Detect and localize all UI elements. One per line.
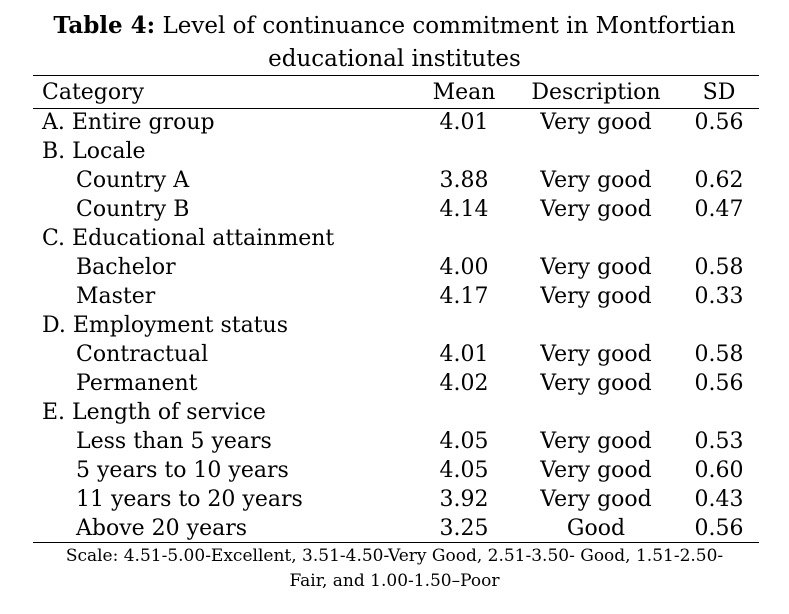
row-category: D. Employment status [42, 313, 288, 338]
table-row: Contractual 4.01 Very good 0.58 [0, 340, 789, 369]
table-header-row: Category Mean Description SD [0, 78, 789, 107]
row-category: E. Length of service [42, 400, 266, 425]
row-mean: 3.92 [439, 487, 489, 512]
row-description: Very good [540, 371, 652, 396]
row-description: Very good [540, 284, 652, 309]
table-row: Country B 4.14 Very good 0.47 [0, 195, 789, 224]
row-category: 11 years to 20 years [76, 487, 303, 512]
row-sd: 0.56 [694, 516, 744, 541]
row-mean: 4.05 [439, 458, 489, 483]
table-title-label: Table 4: [53, 12, 156, 39]
row-category: Master [76, 284, 156, 309]
row-sd: 0.60 [694, 458, 744, 483]
row-category: 5 years to 10 years [76, 458, 289, 483]
row-description: Very good [540, 168, 652, 193]
row-description: Very good [540, 458, 652, 483]
row-mean: 4.14 [439, 197, 489, 222]
row-category: Permanent [76, 371, 198, 396]
table-bottom-rule [33, 542, 759, 543]
table-row: B. Locale [0, 137, 789, 166]
row-description: Very good [540, 429, 652, 454]
row-sd: 0.43 [694, 487, 744, 512]
row-sd: 0.62 [694, 168, 744, 193]
table-row: 5 years to 10 years 4.05 Very good 0.60 [0, 456, 789, 485]
row-sd: 0.47 [694, 197, 744, 222]
row-category: Country A [76, 168, 190, 193]
table-title: Table 4: Level of continuance commitment… [0, 11, 789, 41]
header-description: Description [531, 80, 661, 105]
table-row: C. Educational attainment [0, 224, 789, 253]
row-description: Very good [540, 487, 652, 512]
row-category: C. Educational attainment [42, 226, 335, 251]
row-sd: 0.56 [694, 371, 744, 396]
row-category: A. Entire group [42, 110, 215, 135]
row-category: B. Locale [42, 139, 146, 164]
row-sd: 0.56 [694, 110, 744, 135]
row-sd: 0.58 [694, 255, 744, 280]
table-row: 11 years to 20 years 3.92 Very good 0.43 [0, 485, 789, 514]
table-row: Bachelor 4.00 Very good 0.58 [0, 253, 789, 282]
row-description: Good [566, 516, 626, 541]
table-row: E. Length of service [0, 398, 789, 427]
row-description: Very good [540, 255, 652, 280]
table-row: Master 4.17 Very good 0.33 [0, 282, 789, 311]
table-row: Above 20 years 3.25 Good 0.56 [0, 514, 789, 543]
row-mean: 4.01 [439, 110, 489, 135]
table-row: Less than 5 years 4.05 Very good 0.53 [0, 427, 789, 456]
row-category: Bachelor [76, 255, 176, 280]
row-sd: 0.58 [694, 342, 744, 367]
row-mean: 4.01 [439, 342, 489, 367]
row-description: Very good [540, 342, 652, 367]
row-category: Above 20 years [76, 516, 248, 541]
row-mean: 4.02 [439, 371, 489, 396]
table-row: Country A 3.88 Very good 0.62 [0, 166, 789, 195]
table-row: D. Employment status [0, 311, 789, 340]
row-mean: 4.00 [439, 255, 489, 280]
row-description: Very good [540, 197, 652, 222]
scale-note-continued: Fair, and 1.00-1.50–Poor [289, 571, 500, 591]
table-row: Permanent 4.02 Very good 0.56 [0, 369, 789, 398]
row-sd: 0.53 [694, 429, 744, 454]
table-top-rule [33, 75, 759, 76]
row-category: Less than 5 years [76, 429, 272, 454]
row-mean: 4.17 [439, 284, 489, 309]
row-mean: 3.88 [439, 168, 489, 193]
table-title-continued: educational institutes [268, 46, 521, 72]
table-header-rule [33, 108, 759, 109]
header-sd: SD [702, 80, 736, 105]
row-category: Contractual [76, 342, 209, 367]
table-row: A. Entire group 4.01 Very good 0.56 [0, 108, 789, 137]
row-mean: 3.25 [439, 516, 489, 541]
scale-note: Scale: 4.51-5.00-Excellent, 3.51-4.50-Ve… [65, 546, 724, 566]
row-category: Country B [76, 197, 190, 222]
header-category: Category [42, 80, 145, 105]
row-sd: 0.33 [694, 284, 744, 309]
row-description: Very good [540, 110, 652, 135]
row-mean: 4.05 [439, 429, 489, 454]
header-mean: Mean [432, 80, 496, 105]
table-title-text: Level of continuance commitment in Montf… [155, 13, 736, 39]
